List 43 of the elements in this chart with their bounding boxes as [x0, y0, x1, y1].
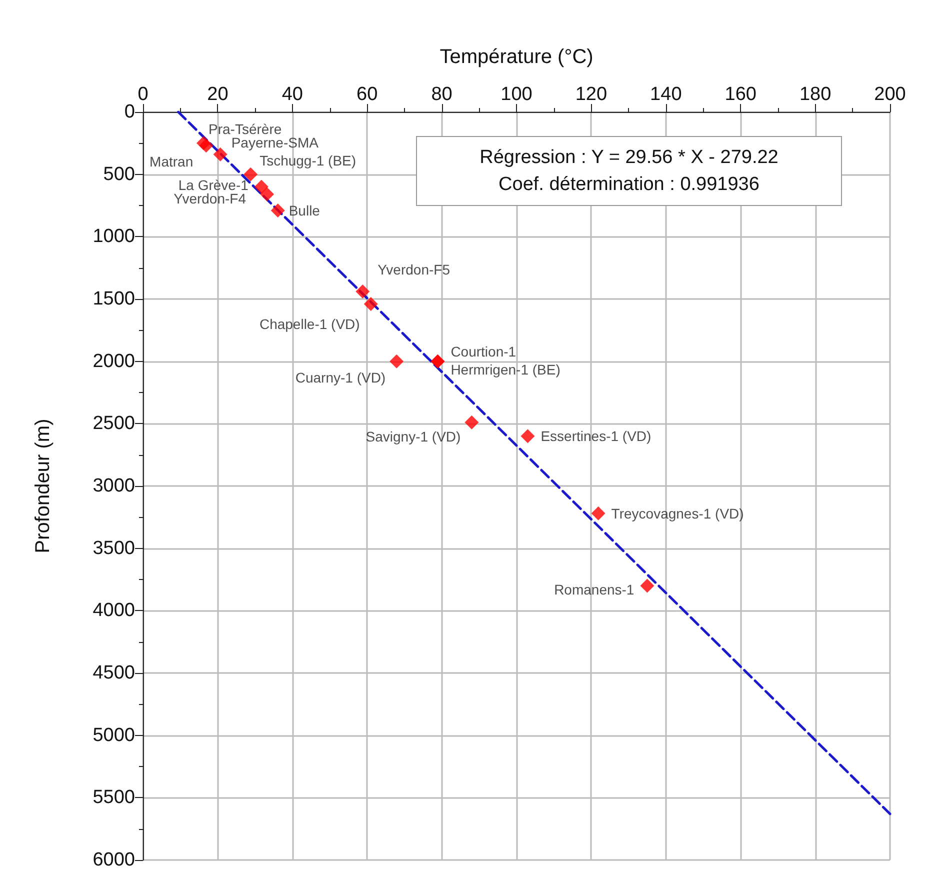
annotation: La Grève-1 [178, 176, 249, 193]
annotation: Cuarny-1 (VD) [295, 369, 386, 386]
x-tick-label: 120 [575, 84, 608, 105]
x-tick-label: 140 [650, 84, 682, 105]
x-tick-label: 20 [207, 84, 228, 105]
y-tick-label: 1000 [92, 226, 135, 248]
x-tick-label: 180 [799, 84, 832, 105]
y-tick-label: 4000 [92, 600, 135, 622]
x-tick-label: 100 [500, 84, 532, 105]
x-tick-label: 60 [356, 84, 378, 105]
x-tick-label: 160 [724, 84, 756, 105]
annotation: Courtion-1 [450, 343, 516, 360]
annotation: Essertines-1 (VD) [540, 428, 652, 444]
text-box: Régression : Y = 29.56 * X - 279.22 Coef. détermination : 0.991936 [416, 136, 842, 206]
annotation: Bulle [288, 202, 320, 218]
annotation: Tschugg-1 (BE) [260, 152, 356, 168]
y-tick-label: 3000 [92, 476, 135, 496]
annotation: Coef. détermination : 0.991936 [498, 173, 760, 197]
y-tick-label: 5000 [92, 724, 135, 746]
annotation: Romanens-1 [554, 582, 634, 598]
y-tick-label: 2000 [92, 350, 135, 372]
x-tick-label: 200 [874, 84, 906, 105]
annotation: Yverdon-F4 [174, 190, 246, 206]
x-axis-title: Température (°C) [440, 46, 594, 68]
annotation: Yverdon-F5 [378, 262, 450, 278]
y-tick-label: 6000 [92, 850, 135, 870]
annotation: Treycovagnes-1 (VD) [611, 505, 744, 522]
y-axis-title: Profondeur (m) [32, 418, 54, 554]
y-tick-label: 500 [103, 164, 135, 185]
annotation: Chapelle-1 (VD) [259, 316, 360, 332]
annotation: Savigny-1 (VD) [366, 428, 461, 444]
annotation: Hermrigen-1 (BE) [450, 361, 560, 378]
y-tick-label: 5500 [92, 787, 135, 808]
y-tick-label: 1500 [92, 288, 135, 310]
x-tick-label: 0 [138, 84, 148, 105]
annotation: Régression : Y = 29.56 * X - 279.22 [478, 146, 780, 170]
x-tick-label: 80 [431, 84, 452, 105]
y-tick-label: 0 [124, 102, 135, 122]
y-tick-label: 2500 [92, 413, 135, 434]
x-tick-label: 40 [282, 84, 303, 105]
annotation: Matran [150, 154, 194, 170]
y-tick-label: 4500 [92, 662, 135, 684]
y-tick-label: 3500 [92, 538, 135, 559]
